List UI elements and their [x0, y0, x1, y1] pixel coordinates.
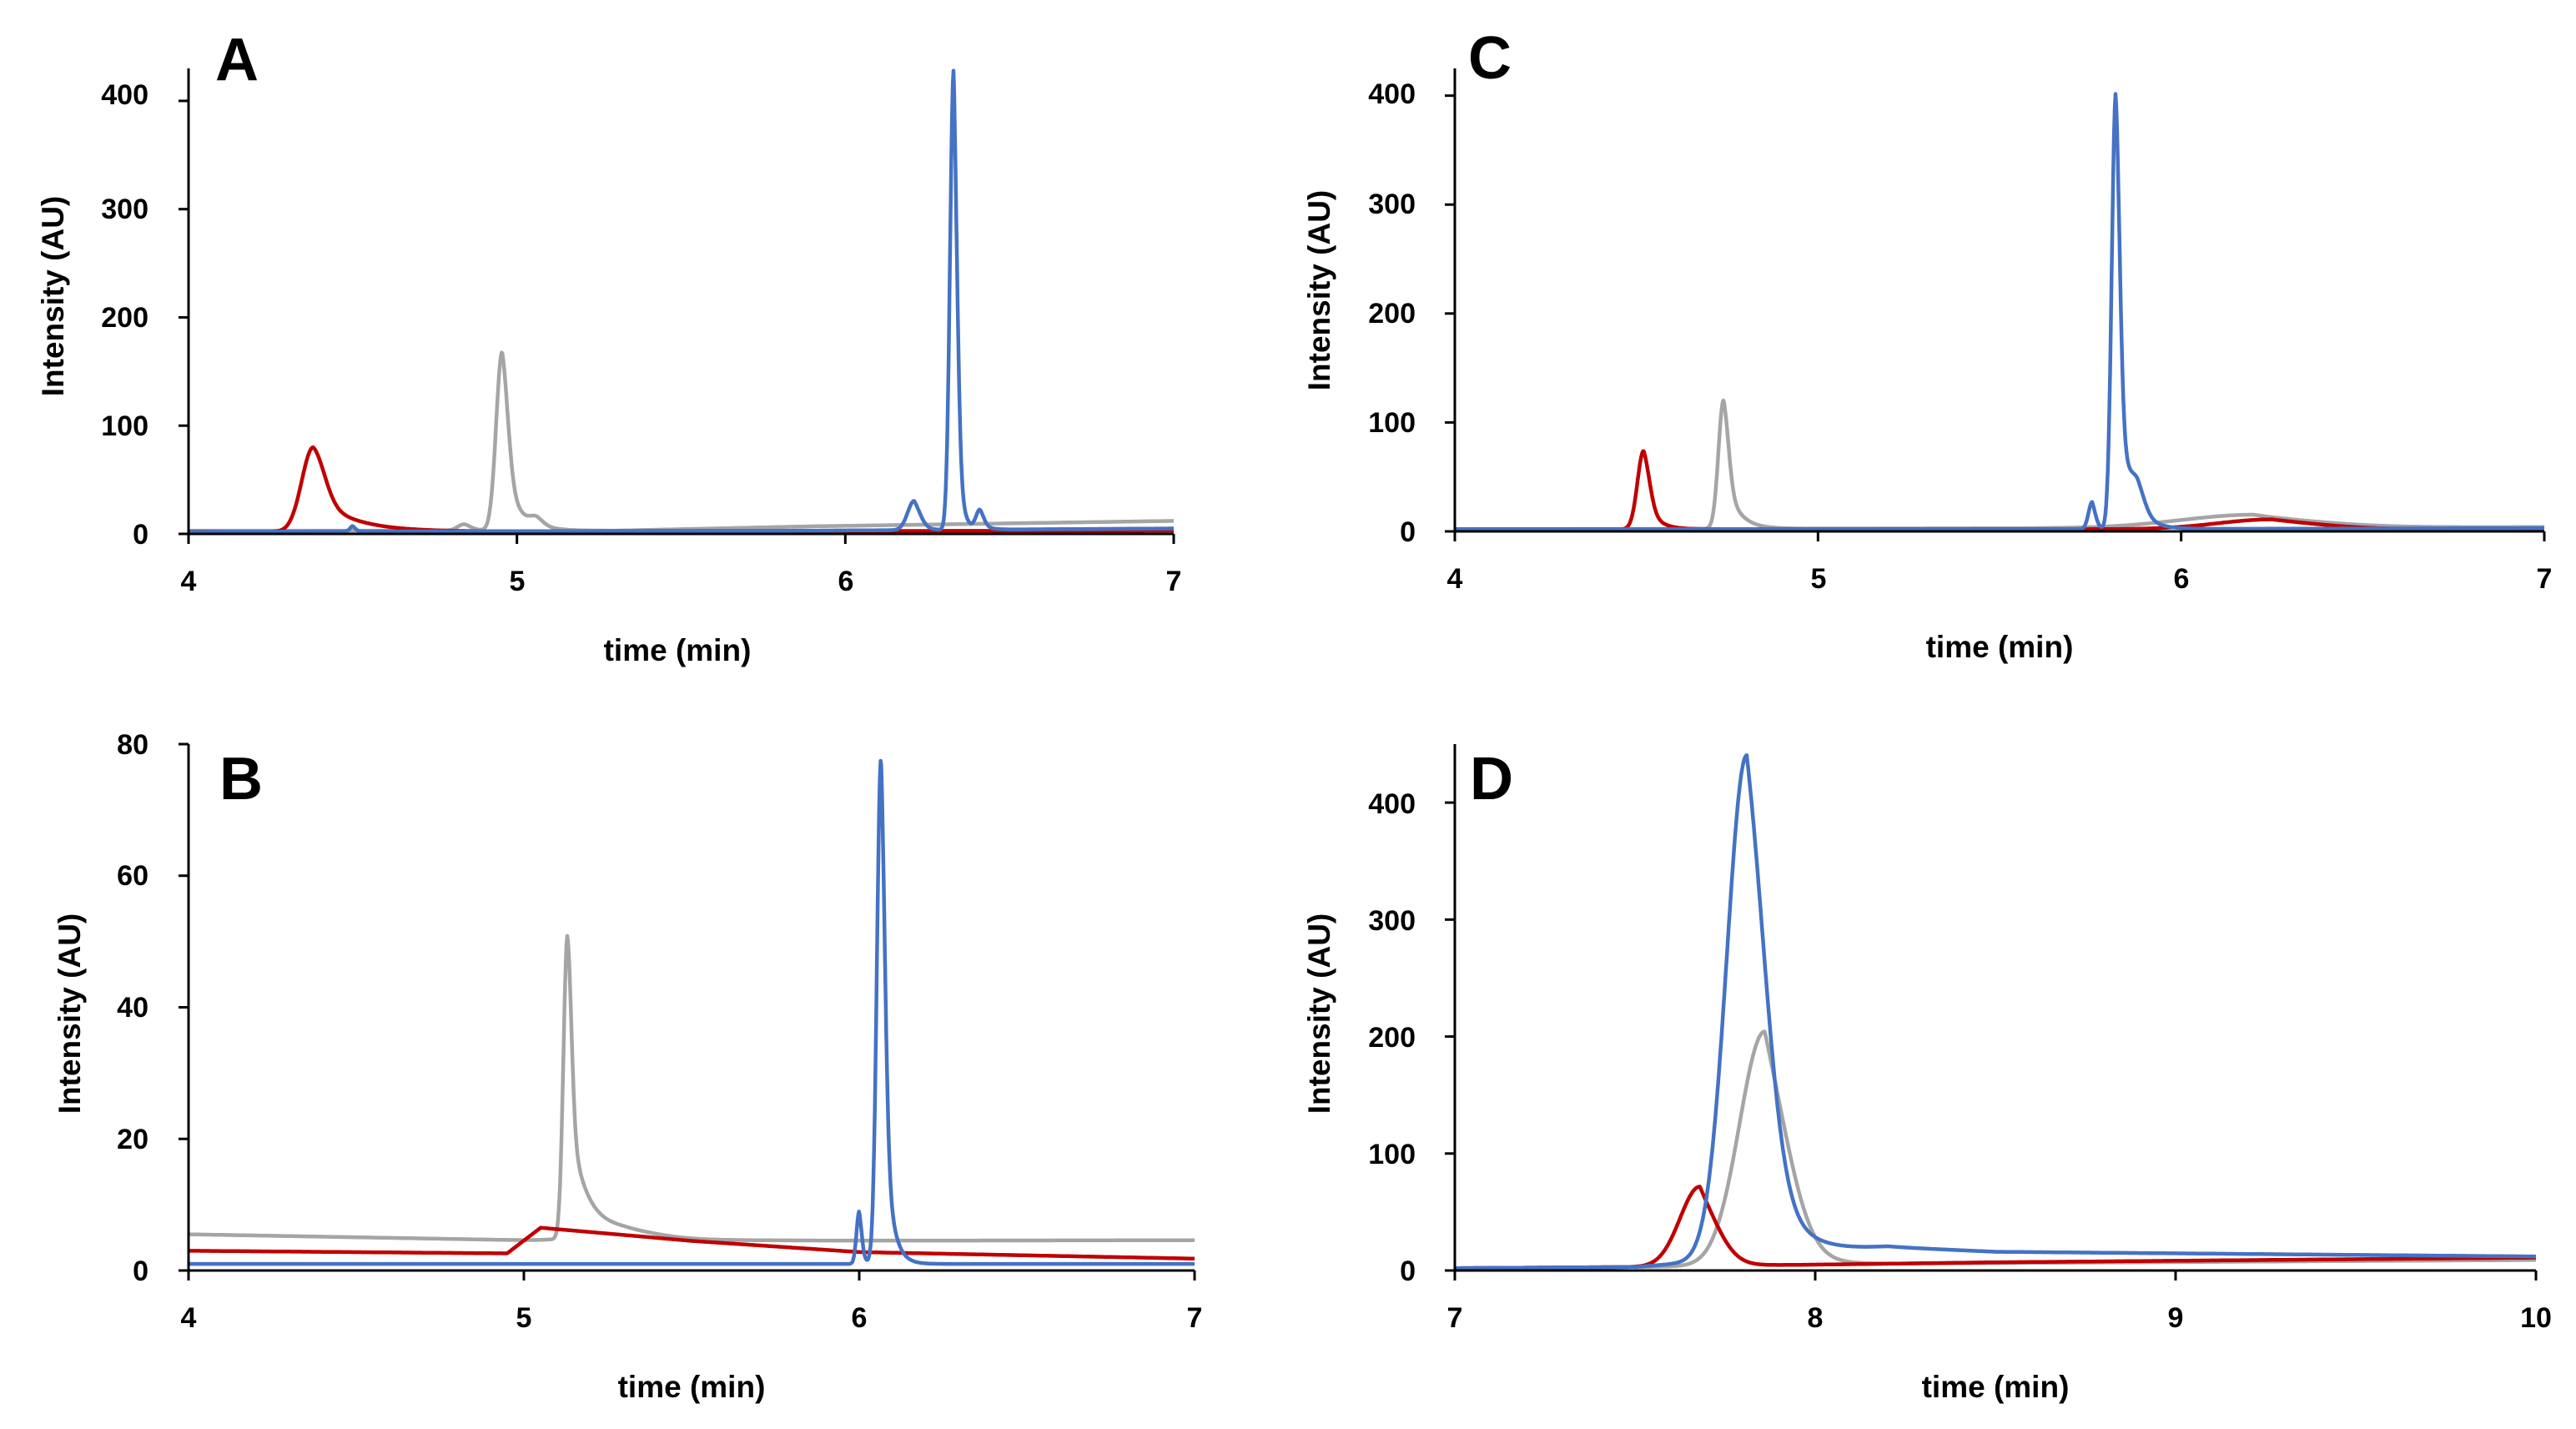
panel-a-x-tick-label: 5 — [510, 566, 526, 597]
panel-c-letter: C — [1468, 25, 1512, 92]
panel-d-x-axis-title: time (min) — [1922, 1370, 2070, 1404]
panel-b-x-tick-label: 6 — [852, 1302, 868, 1334]
panel-c-y-tick-label: 100 — [1368, 407, 1416, 439]
panel-b: 4 5 6 7 0 20 40 60 80 time (min) Intensi… — [53, 729, 1202, 1404]
panel-b-y-tick-label: 0 — [133, 1255, 148, 1287]
panel-d-y-tick-label: 0 — [1400, 1255, 1416, 1287]
panel-b-y-tick-label: 80 — [117, 729, 148, 761]
panel-a-x-tick-label: 6 — [838, 566, 854, 597]
panel-c-x-tick-label: 7 — [2537, 563, 2553, 595]
panel-a-x-axis-title: time (min) — [604, 633, 752, 667]
panel-d-series — [1453, 753, 2538, 1271]
panel-c-ticks — [1445, 94, 2546, 541]
panel-a-series — [187, 68, 1175, 534]
panel-a-x-tick-label: 7 — [1166, 566, 1182, 597]
panel-d-y-tick-label: 200 — [1368, 1022, 1416, 1054]
panel-c-x-axis-title: time (min) — [1926, 630, 2074, 664]
panel-d-x-tick-label: 9 — [2168, 1302, 2184, 1334]
panel-a-y-axis-title: Intensity (AU) — [36, 196, 70, 397]
panel-d-gray-trace — [1453, 1029, 2538, 1271]
panel-d-x-tick-label: 8 — [1808, 1302, 1824, 1334]
panel-b-x-tick-label: 7 — [1187, 1302, 1203, 1334]
panel-d-blue-trace — [1453, 753, 2538, 1271]
panel-b-y-tick-label: 20 — [117, 1124, 148, 1155]
panel-d-ticks — [1445, 801, 2538, 1281]
panel-d-y-tick-label: 400 — [1368, 788, 1416, 820]
panel-b-gray-trace — [187, 933, 1196, 1243]
panel-a-x-tick-label: 4 — [181, 566, 197, 597]
panel-d-x-tick-label: 10 — [2520, 1302, 2552, 1334]
panel-d-x-tick-label: 7 — [1447, 1302, 1463, 1334]
panel-a: 4 5 6 7 0 100 200 300 400 time (min) Int… — [36, 27, 1181, 667]
panel-a-red-trace — [187, 445, 1175, 534]
panel-c-x-tick-label: 5 — [1811, 563, 1827, 595]
panel-a-y-tick-label: 400 — [101, 79, 148, 111]
panel-b-y-axis-title: Intensity (AU) — [53, 913, 87, 1115]
panel-c-y-tick-label: 0 — [1400, 516, 1416, 548]
panel-a-y-tick-label: 300 — [101, 194, 148, 225]
panel-a-ticks — [179, 99, 1175, 544]
panel-a-blue-trace — [187, 68, 1175, 534]
panel-d-y-tick-label: 300 — [1368, 905, 1416, 937]
panel-b-letter: B — [219, 746, 263, 813]
panel-c-x-tick-label: 4 — [1447, 563, 1463, 595]
panel-a-y-tick-label: 100 — [101, 410, 148, 442]
panel-c-y-tick-label: 400 — [1368, 78, 1416, 110]
panel-b-x-tick-label: 5 — [516, 1302, 532, 1334]
panel-b-red-trace — [187, 1225, 1196, 1261]
panel-c-gray-trace — [1453, 398, 2546, 531]
panel-b-series — [187, 758, 1196, 1266]
panel-b-y-tick-label: 60 — [117, 860, 148, 892]
panel-c-series — [1453, 92, 2546, 531]
panel-d-y-axis-title: Intensity (AU) — [1302, 913, 1336, 1115]
panel-c-y-tick-label: 300 — [1368, 189, 1416, 220]
panel-c: 4 5 6 7 0 100 200 300 400 time (min) Int… — [1302, 25, 2552, 664]
panel-d-letter: D — [1470, 746, 1513, 813]
panel-b-y-tick-label: 40 — [117, 992, 148, 1024]
panel-d-y-tick-label: 100 — [1368, 1139, 1416, 1170]
panel-a-y-tick-label: 0 — [133, 519, 148, 551]
panel-b-ticks — [179, 742, 1196, 1281]
panel-c-blue-trace — [1453, 92, 2546, 531]
panel-b-x-tick-label: 4 — [181, 1302, 197, 1334]
panel-b-x-axis-title: time (min) — [618, 1370, 766, 1404]
panel-c-y-axis-title: Intensity (AU) — [1302, 190, 1336, 391]
panel-b-blue-trace — [187, 758, 1196, 1266]
panel-d: 7 8 9 10 0 100 200 300 400 time (min) In… — [1302, 744, 2552, 1404]
panel-a-letter: A — [215, 27, 259, 93]
panel-c-red-trace — [1453, 449, 2546, 531]
panel-c-y-tick-label: 200 — [1368, 298, 1416, 330]
panel-c-x-tick-label: 6 — [2174, 563, 2190, 595]
panel-a-y-tick-label: 200 — [101, 302, 148, 334]
